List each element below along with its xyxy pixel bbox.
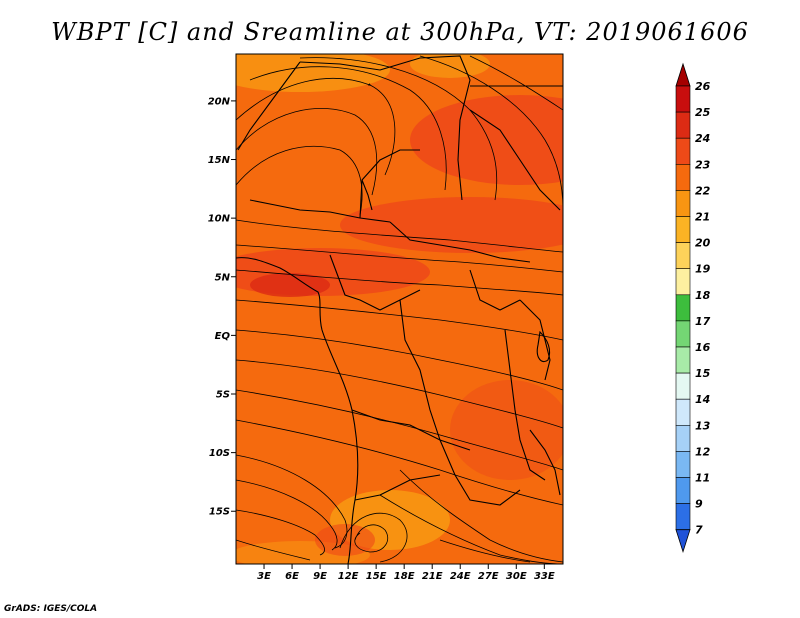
colorbar-label: 24 (695, 132, 710, 145)
lat-tick-label: 5S (216, 390, 230, 401)
lon-tick-label: 27E (478, 571, 499, 582)
lon-tick-label: 3E (257, 571, 271, 582)
lon-tick-label: 12E (338, 571, 359, 582)
colorbar-top-arrow (675, 62, 691, 87)
colorbar-label: 17 (695, 315, 711, 328)
colorbar-label: 22 (695, 184, 711, 197)
longitude-axis: 3E 6E 9E 12E 15E 18E 21E 24E 27E 30E 33E (257, 564, 555, 582)
lat-tick-label: 10N (208, 214, 231, 225)
colorbar-label: 26 (695, 80, 711, 93)
colorbar-label: 13 (695, 419, 711, 432)
latitude-axis: 20N 15N 10N 5N EQ 5S 10S 15S (208, 96, 236, 518)
colorbar-label: 12 (695, 445, 711, 458)
lat-tick-label: 10S (209, 448, 230, 459)
colorbar-segment (675, 503, 691, 531)
colorbar-segment (675, 242, 691, 270)
lon-tick-label: 6E (285, 571, 299, 582)
colorbar-label: 18 (695, 289, 711, 302)
lon-tick-label: 30E (506, 571, 527, 582)
colorbar-segment (675, 164, 691, 191)
colorbar-label: 15 (695, 367, 711, 380)
chart-title: WBPT [C] and Sreamline at 300hPa, VT: 20… (51, 18, 749, 46)
colorbar-segment (675, 216, 691, 243)
colorbar-segment (675, 294, 691, 322)
lon-tick-label: 9E (313, 571, 327, 582)
map-frame (235, 53, 564, 565)
coastlines-borders (236, 55, 563, 564)
lon-tick-label: 15E (366, 571, 387, 582)
colorbar-label: 11 (695, 472, 710, 485)
colorbar-segment (675, 85, 691, 113)
colorbar: 26 25 24 23 22 21 20 19 18 17 16 15 14 13 12 11 9 7 (675, 62, 711, 554)
colorbar-segment (675, 268, 691, 296)
colorbar-label: 7 (695, 524, 703, 537)
colorbar-segment (675, 346, 691, 374)
colorbar-label: 25 (695, 106, 711, 119)
lat-tick-label: 20N (208, 96, 231, 107)
lat-tick-label: 15S (209, 507, 230, 518)
colorbar-segment (675, 111, 691, 139)
colorbar-label: 9 (695, 498, 703, 511)
wbpt-field (236, 54, 563, 564)
colorbar-label: 14 (695, 393, 710, 406)
colorbar-segment (675, 137, 691, 165)
lon-tick-label: 33E (534, 571, 555, 582)
streamlines (236, 55, 563, 564)
colorbar-label: 23 (695, 158, 711, 171)
colorbar-segment (675, 424, 691, 452)
colorbar-label: 19 (695, 263, 711, 276)
colorbar-label: 16 (695, 341, 711, 354)
colorbar-segment (675, 451, 691, 478)
colorbar-label: 20 (695, 237, 711, 250)
colorbar-segment (675, 372, 691, 400)
lat-tick-label: 5N (215, 272, 231, 283)
lon-tick-label: 21E (422, 571, 443, 582)
lon-tick-label: 18E (394, 571, 415, 582)
lat-tick-label: EQ (215, 331, 231, 342)
colorbar-bottom-arrow (675, 529, 691, 554)
colorbar-label: 21 (695, 211, 710, 224)
lat-tick-label: 15N (208, 155, 231, 166)
grads-credit: GrADS: IGES/COLA (4, 604, 98, 614)
colorbar-segment (675, 477, 691, 504)
colorbar-segment (675, 398, 691, 426)
lon-tick-label: 24E (450, 571, 471, 582)
colorbar-segment (675, 320, 691, 348)
colorbar-segment (675, 190, 691, 217)
